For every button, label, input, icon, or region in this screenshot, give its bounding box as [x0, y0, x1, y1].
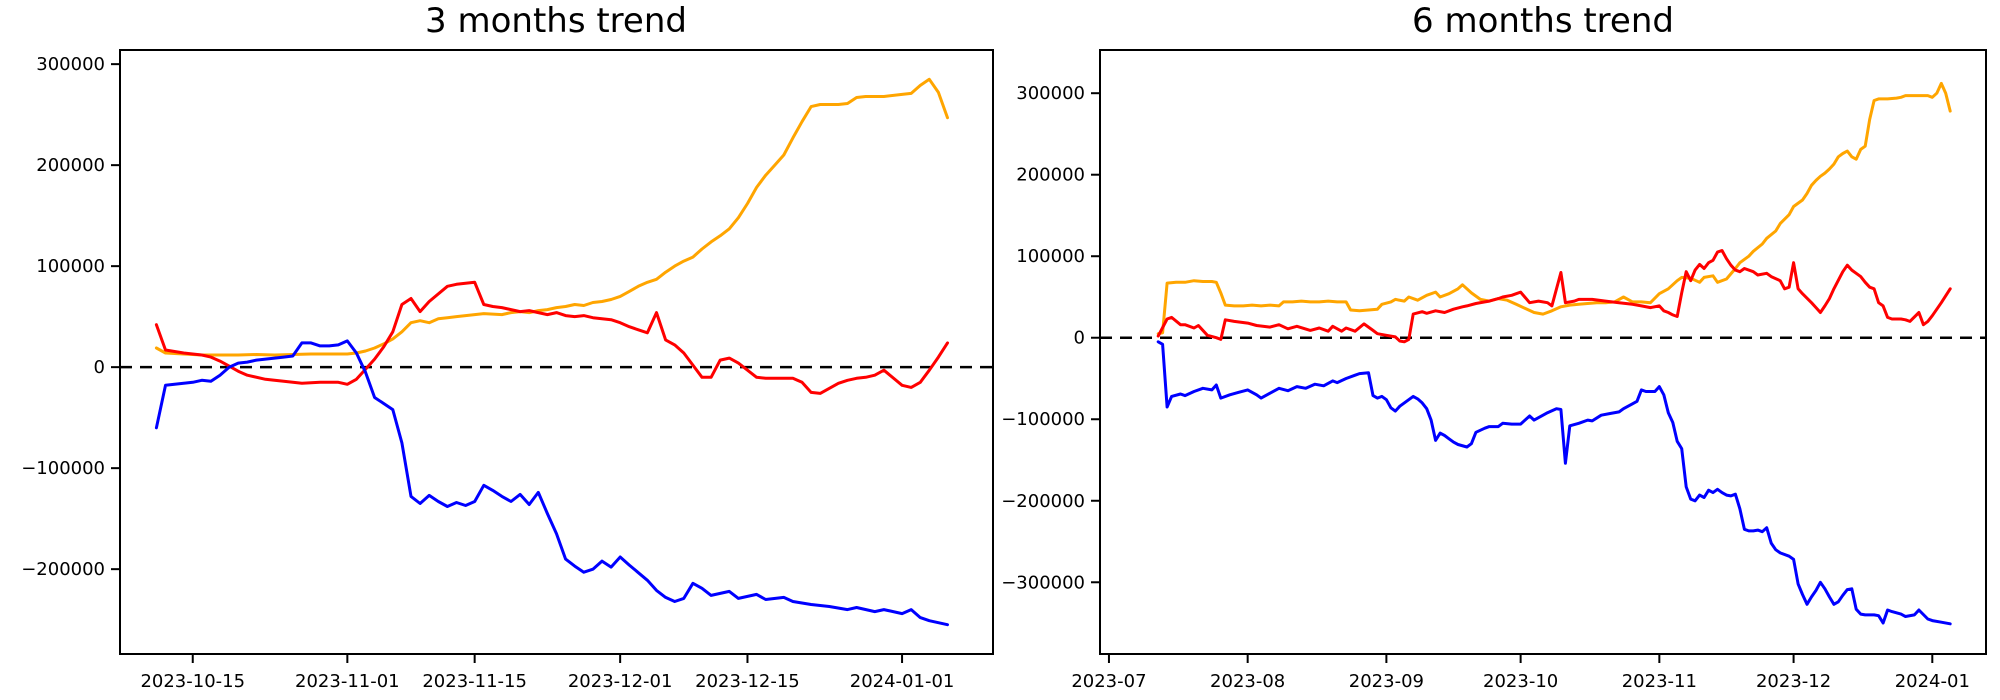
series-orange-line [1156, 81, 1952, 336]
x-tick-label: 2023-09 [1349, 671, 1424, 692]
y-tick-label: −200000 [1001, 491, 1085, 512]
x-tick-label: 2023-08 [1210, 671, 1285, 692]
y-tick-label: 0 [94, 357, 105, 378]
x-tick-label: 2023-10-15 [140, 671, 245, 692]
x-tick-label: 2023-10 [1483, 671, 1558, 692]
plot-frame [1099, 49, 1987, 655]
y-tick-label: 0 [1074, 328, 1085, 349]
y-tick-label: −100000 [21, 458, 105, 479]
y-tick-label: 100000 [1016, 246, 1085, 267]
series-red-line [1156, 249, 1952, 344]
series-orange-line [154, 77, 949, 357]
x-tick-label: 2023-07 [1071, 671, 1146, 692]
series-blue-line [154, 339, 949, 627]
x-tick-label: 2023-12-15 [695, 671, 800, 692]
x-tick-label: 2023-11-01 [295, 671, 400, 692]
chart-title-6-months: 6 months trend [1412, 1, 1674, 41]
x-tick-label: 2024-01 [1895, 671, 1970, 692]
y-tick-label: 300000 [36, 54, 105, 75]
y-tick-label: −300000 [1001, 572, 1085, 593]
x-tick-label: 2023-11-15 [422, 671, 527, 692]
y-tick-label: 100000 [36, 256, 105, 277]
y-tick-label: −100000 [1001, 409, 1085, 430]
series-blue-line [1156, 340, 1952, 626]
x-tick-label: 2023-12-01 [568, 671, 673, 692]
series-red-line [154, 280, 949, 395]
chart-title-3-months: 3 months trend [425, 1, 687, 41]
plot-area-3-months: 300000 200000 100000 0 −100000 −200000 2023-10… [21, 49, 994, 692]
x-tick-label: 2024-01-01 [850, 671, 955, 692]
chart-6-months-trend: 6 months trend 300000 200000 100000 0 −10000… [1000, 0, 2000, 700]
y-tick-label: 200000 [1016, 165, 1085, 186]
x-tick-label: 2023-12 [1756, 671, 1831, 692]
plot-frame [119, 49, 994, 655]
y-tick-label: 300000 [1016, 83, 1085, 104]
chart-3-months-trend: 3 months trend 300000 200000 100000 0 −10000… [21, 1, 994, 692]
y-tick-label: −200000 [21, 559, 105, 580]
y-tick-label: 200000 [36, 155, 105, 176]
x-tick-label: 2023-11 [1622, 671, 1697, 692]
plot-area-6-months: 300000 200000 100000 0 −100000 −200000 −300000… [1001, 49, 1987, 692]
